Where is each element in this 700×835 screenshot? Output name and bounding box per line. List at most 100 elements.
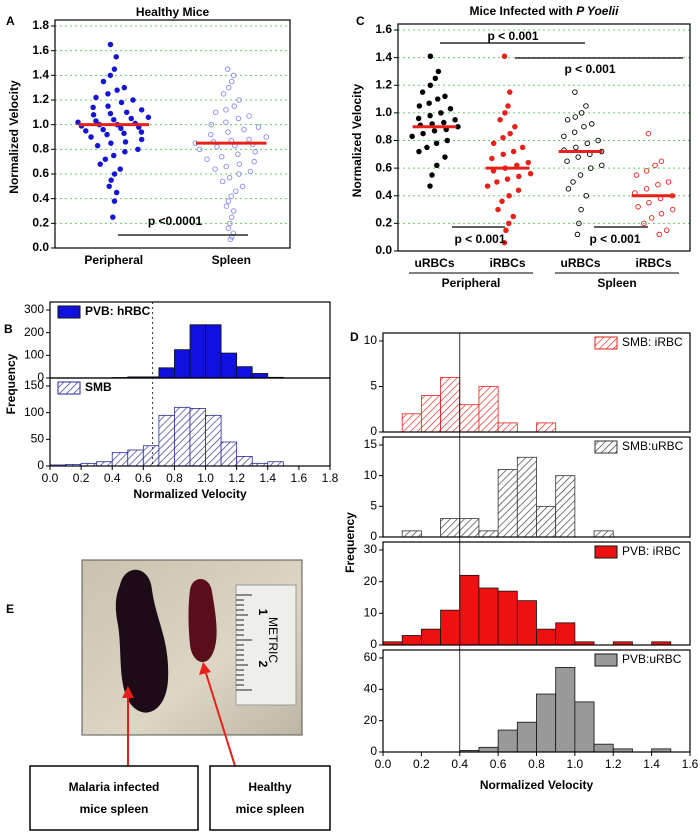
data-point — [506, 89, 513, 95]
data-point — [438, 110, 444, 116]
data-point — [117, 166, 123, 172]
data-point — [648, 215, 655, 221]
data-point — [516, 173, 522, 180]
data-point — [138, 129, 145, 135]
y-tick-label: 0 — [370, 637, 377, 651]
data-point — [452, 117, 458, 123]
histogram-bar — [220, 352, 238, 379]
data-point — [427, 82, 434, 88]
data-point — [447, 105, 454, 112]
x-tick-label: 1.4 — [259, 471, 276, 485]
data-point — [572, 114, 578, 120]
y-tick-label: 60 — [364, 650, 378, 664]
data-point — [489, 155, 495, 162]
data-point — [208, 121, 214, 128]
data-point — [138, 107, 145, 113]
data-point — [122, 139, 129, 145]
y-tick-label: 150 — [24, 378, 44, 392]
data-point — [225, 129, 231, 135]
title-italic: P Yoelii — [576, 4, 619, 18]
data-point — [105, 103, 111, 109]
histogram-bar — [220, 441, 238, 467]
data-point — [643, 168, 650, 174]
y-tick-label: 0.0 — [375, 243, 392, 257]
ruler — [235, 584, 297, 706]
data-point — [225, 84, 232, 91]
title-text: Mice Infected with — [470, 4, 573, 18]
data-point — [241, 126, 247, 133]
data-point — [123, 109, 130, 116]
data-point — [236, 171, 242, 177]
x-axis-label: Normalized Velocity — [133, 487, 247, 501]
y-tick-label: 1.2 — [32, 92, 49, 106]
histogram-bar — [205, 324, 222, 379]
data-point — [100, 126, 106, 133]
x-tick-label: iRBCs — [489, 256, 525, 270]
data-point — [246, 113, 252, 119]
y-tick-label: 15 — [364, 437, 378, 451]
histogram-bar — [142, 445, 160, 467]
data-point — [432, 75, 439, 82]
histogram-bar — [401, 530, 422, 538]
data-point — [108, 140, 114, 146]
y-tick-label: 200 — [24, 325, 44, 339]
histogram-bar — [251, 373, 269, 379]
histogram-bar — [401, 635, 422, 646]
y-tick-label: 10 — [364, 606, 378, 620]
y-tick-label: 1.6 — [375, 22, 392, 36]
data-point — [233, 188, 239, 195]
data-point — [135, 146, 141, 153]
histogram-bar — [459, 574, 480, 646]
panel-label: E — [6, 602, 14, 616]
data-point — [570, 179, 576, 185]
caption: mice spleen — [80, 802, 149, 816]
x-tick-label: 1.0 — [197, 471, 214, 485]
data-point — [573, 144, 579, 151]
histogram-bar — [536, 422, 557, 433]
data-point — [130, 97, 136, 103]
data-point — [235, 151, 241, 158]
y-tick-label: 0.8 — [32, 142, 49, 156]
data-point — [494, 179, 500, 185]
data-point — [564, 117, 571, 123]
ruler-ticks — [236, 594, 252, 691]
caption: Malaria infected — [69, 780, 160, 794]
legend-swatch — [57, 305, 81, 319]
y-tick-label: 0.4 — [375, 188, 392, 202]
histogram-bar — [174, 349, 191, 379]
histogram-bar — [111, 452, 129, 467]
data-point — [599, 162, 605, 169]
data-point — [138, 136, 145, 143]
y-tick-label: 0.6 — [32, 166, 49, 180]
caption: Healthy — [248, 780, 292, 794]
data-point — [118, 99, 125, 106]
data-point — [416, 103, 423, 109]
y-tick-label: 20 — [364, 574, 378, 588]
histogram-bar — [158, 414, 175, 467]
data-point — [105, 91, 111, 97]
y-tick-label: 1.0 — [375, 105, 392, 119]
data-point — [102, 156, 109, 162]
x-tick-label: 0.8 — [528, 757, 545, 771]
data-point — [435, 68, 442, 75]
y-tick-label: 10 — [364, 468, 378, 482]
x-tick-label: 0.6 — [490, 757, 507, 771]
data-point — [247, 168, 254, 175]
y-tick-label: 300 — [24, 302, 44, 316]
annotation: p <0.0001 — [148, 214, 203, 228]
data-point — [223, 119, 229, 125]
y-tick-label: 0.6 — [375, 160, 392, 174]
x-tick-label: 0.0 — [42, 471, 59, 485]
data-point — [420, 130, 426, 137]
y-tick-label: 100 — [24, 348, 44, 362]
data-point — [484, 183, 491, 189]
histogram-bar — [555, 475, 576, 538]
data-point — [595, 137, 601, 144]
data-point — [500, 151, 506, 158]
y-tick-label: 40 — [364, 682, 378, 696]
data-point — [93, 94, 99, 101]
data-point — [583, 192, 589, 199]
y-tick-label: 0 — [370, 529, 377, 543]
annotation: p < 0.001 — [564, 62, 615, 76]
histogram-bar — [478, 746, 499, 753]
